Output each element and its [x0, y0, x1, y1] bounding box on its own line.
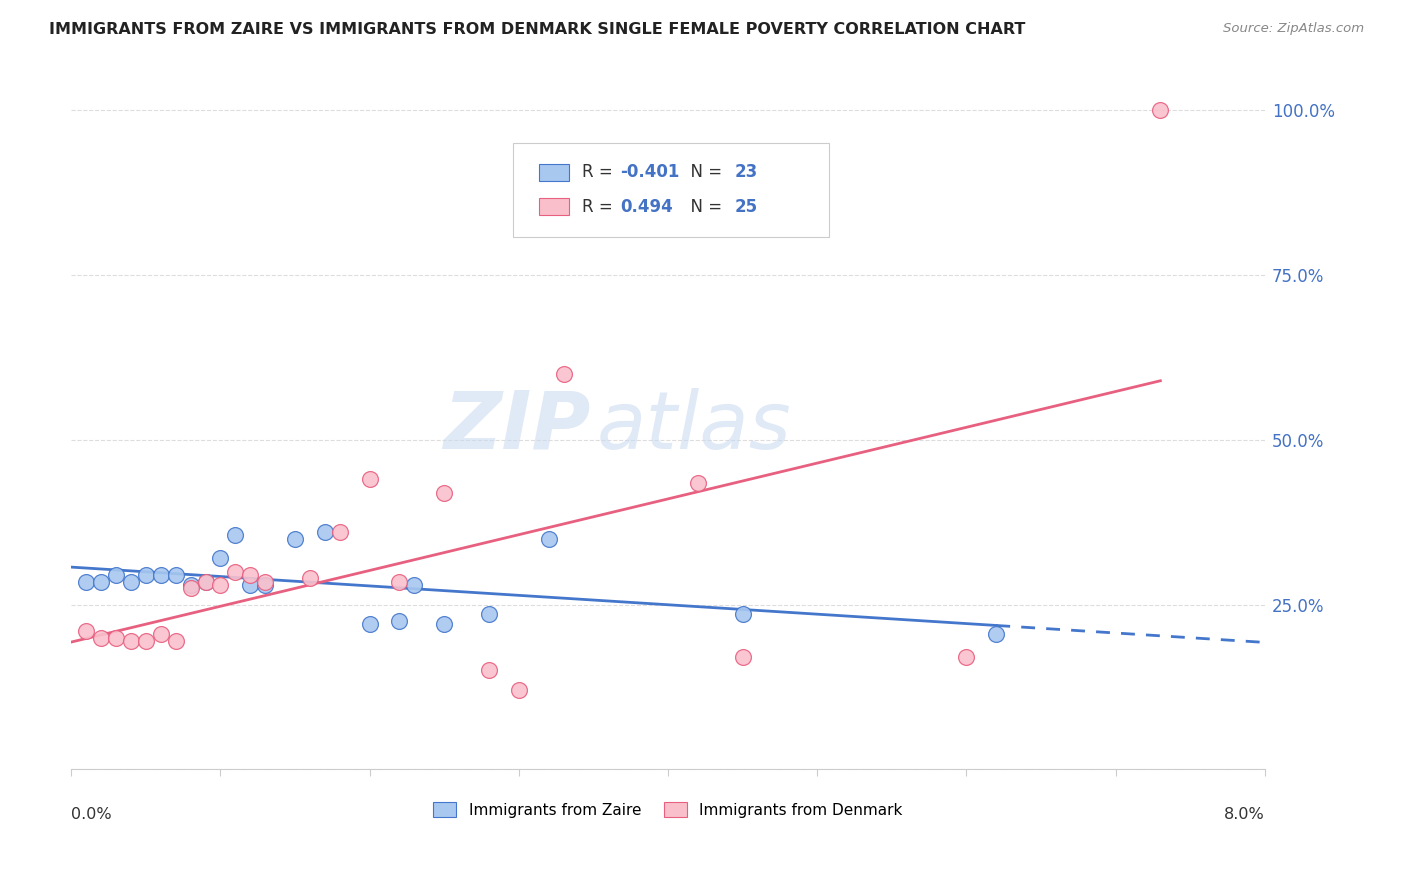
Text: -0.401: -0.401: [620, 163, 679, 181]
Point: [433, 617, 456, 632]
Text: atlas: atlas: [596, 388, 792, 466]
Point: [359, 472, 381, 486]
Text: N =: N =: [681, 163, 727, 181]
Point: [329, 525, 352, 540]
Text: ZIP: ZIP: [443, 388, 591, 466]
Point: [165, 568, 187, 582]
Point: [508, 683, 530, 698]
Text: IMMIGRANTS FROM ZAIRE VS IMMIGRANTS FROM DENMARK SINGLE FEMALE POVERTY CORRELATI: IMMIGRANTS FROM ZAIRE VS IMMIGRANTS FROM…: [49, 22, 1025, 37]
Point: [254, 578, 277, 592]
Point: [239, 578, 262, 592]
Point: [955, 650, 977, 665]
Point: [239, 568, 262, 582]
Point: [105, 631, 128, 645]
Legend: Immigrants from Zaire, Immigrants from Denmark: Immigrants from Zaire, Immigrants from D…: [427, 796, 908, 824]
Point: [986, 627, 1008, 641]
FancyBboxPatch shape: [538, 163, 569, 181]
Point: [209, 578, 232, 592]
Point: [120, 574, 142, 589]
Point: [120, 633, 142, 648]
FancyBboxPatch shape: [538, 198, 569, 216]
Point: [686, 475, 709, 490]
Point: [478, 607, 501, 622]
Point: [478, 664, 501, 678]
Point: [149, 627, 172, 641]
Point: [180, 581, 202, 595]
Point: [90, 574, 112, 589]
Point: [359, 617, 381, 632]
Point: [209, 551, 232, 566]
Point: [224, 565, 246, 579]
Text: R =: R =: [582, 198, 623, 216]
Point: [731, 607, 754, 622]
Text: 0.494: 0.494: [620, 198, 673, 216]
Point: [105, 568, 128, 582]
Text: Source: ZipAtlas.com: Source: ZipAtlas.com: [1223, 22, 1364, 36]
Point: [388, 574, 411, 589]
Text: R =: R =: [582, 163, 619, 181]
Text: 8.0%: 8.0%: [1225, 807, 1265, 822]
Point: [553, 367, 575, 381]
Point: [314, 525, 336, 540]
Text: 25: 25: [735, 198, 758, 216]
Point: [298, 571, 321, 585]
Point: [149, 568, 172, 582]
Point: [194, 574, 217, 589]
Point: [75, 624, 97, 638]
Point: [165, 633, 187, 648]
Point: [194, 574, 217, 589]
Point: [75, 574, 97, 589]
Point: [224, 528, 246, 542]
Point: [254, 574, 277, 589]
Text: N =: N =: [681, 198, 727, 216]
Point: [1149, 103, 1171, 118]
Point: [135, 568, 157, 582]
Point: [388, 614, 411, 628]
Point: [135, 633, 157, 648]
Point: [90, 631, 112, 645]
Text: 0.0%: 0.0%: [72, 807, 112, 822]
Point: [731, 650, 754, 665]
Point: [433, 485, 456, 500]
Point: [284, 532, 307, 546]
Point: [404, 578, 426, 592]
FancyBboxPatch shape: [513, 144, 830, 236]
Point: [537, 532, 560, 546]
Text: 23: 23: [735, 163, 758, 181]
Point: [180, 578, 202, 592]
